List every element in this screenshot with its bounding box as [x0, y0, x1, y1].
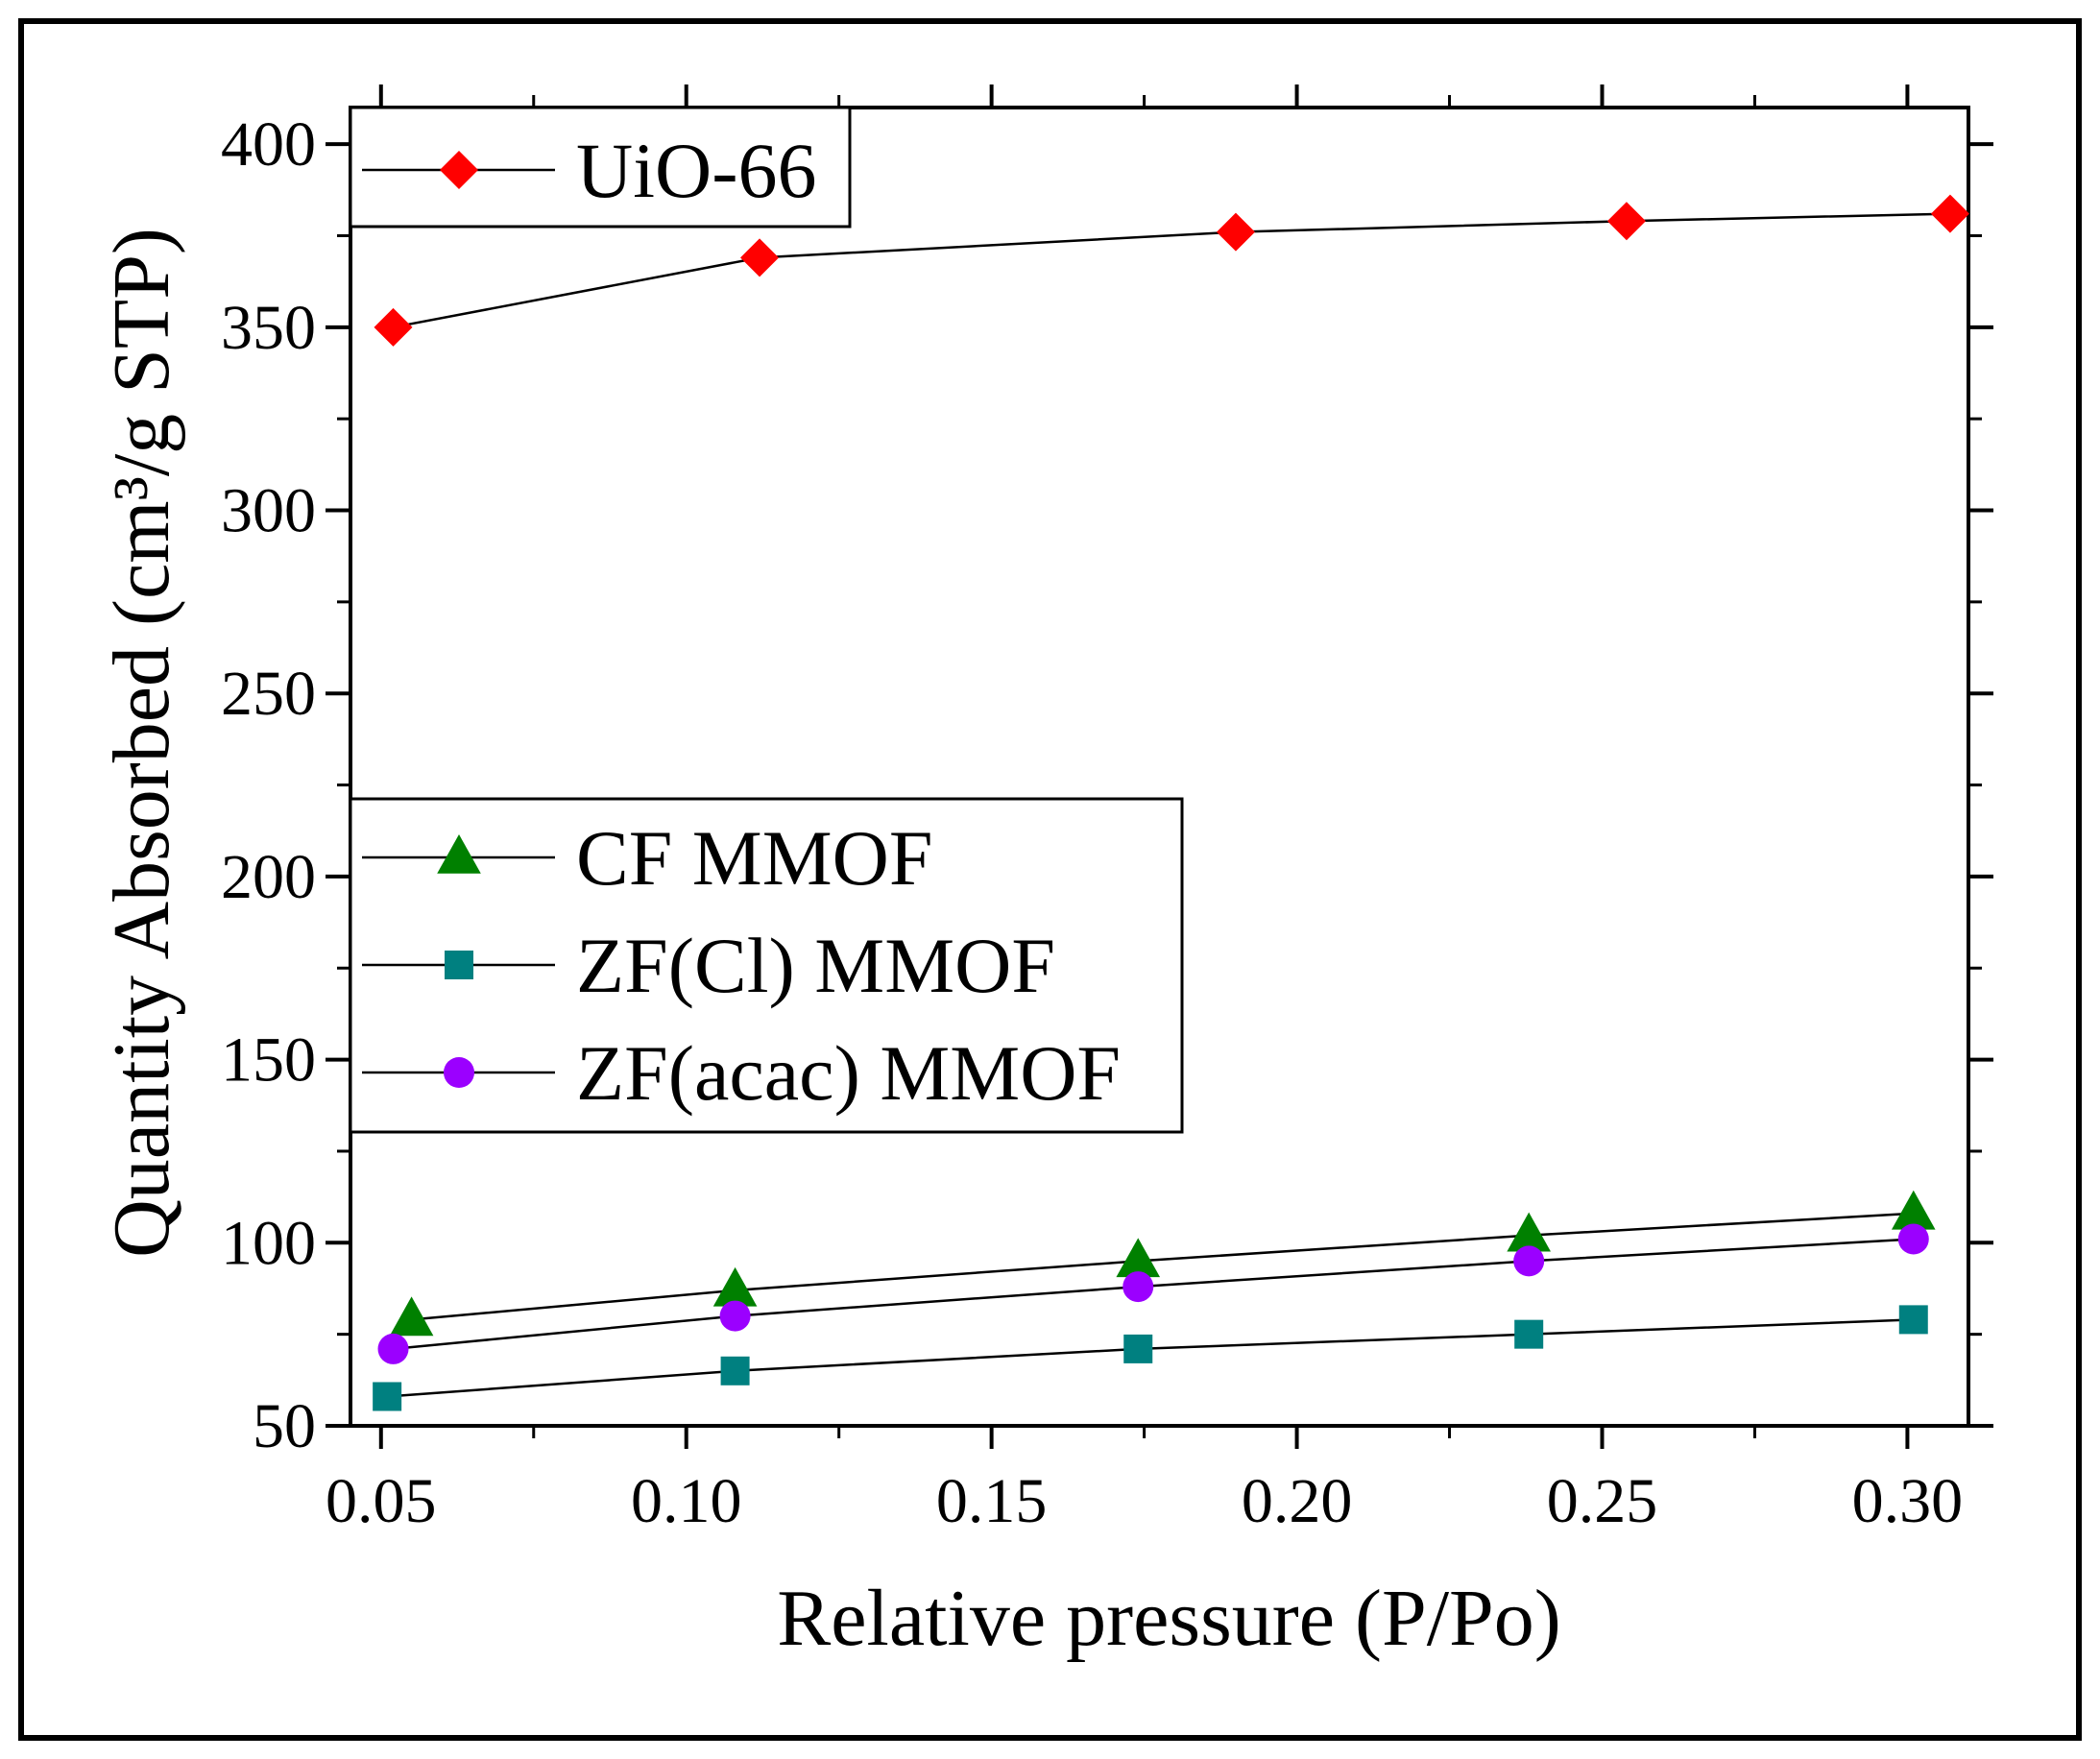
data-point — [1216, 212, 1255, 252]
data-point — [1898, 1305, 1928, 1335]
legend-marker — [445, 951, 473, 979]
data-point — [1116, 1238, 1161, 1278]
legend-label: ZF(Cl) MMOF — [576, 922, 1055, 1009]
legend-label: UiO-66 — [576, 127, 817, 214]
y-tick-label: 50 — [253, 1391, 316, 1461]
y-tick-label: 300 — [221, 476, 316, 546]
data-point — [1507, 1212, 1551, 1252]
x-tick-label: 0.15 — [936, 1466, 1048, 1536]
data-point — [719, 1300, 751, 1332]
y-tick-label: 200 — [221, 842, 316, 912]
data-point — [1514, 1319, 1544, 1349]
data-point — [389, 1296, 434, 1337]
y-tick-label: 250 — [221, 659, 316, 729]
legend-label: ZF(acac) MMOF — [576, 1029, 1121, 1117]
data-point — [1897, 1223, 1929, 1255]
data-point — [1606, 202, 1646, 241]
x-tick-label: 0.20 — [1242, 1466, 1353, 1536]
x-axis-title: Relative pressure (P/Po) — [777, 1574, 1561, 1663]
x-tick-label: 0.30 — [1852, 1466, 1964, 1536]
plot-frame — [349, 106, 1970, 1428]
legend-label: CF MMOF — [576, 814, 932, 902]
data-point — [1123, 1334, 1153, 1363]
legend-marker — [437, 834, 481, 874]
x-tick-label: 0.10 — [631, 1466, 742, 1536]
data-point — [1122, 1271, 1154, 1303]
y-tick-label: 150 — [221, 1025, 316, 1096]
legend-marker — [444, 1057, 474, 1088]
legend-box — [349, 106, 852, 229]
y-tick-label: 400 — [221, 109, 316, 180]
y-tick-label: 350 — [221, 293, 316, 363]
data-point — [712, 1266, 758, 1307]
data-point — [377, 1333, 409, 1364]
data-point — [740, 238, 780, 277]
legend-marker — [440, 151, 478, 189]
y-tick-label: 100 — [221, 1208, 316, 1278]
x-tick-label: 0.05 — [326, 1466, 437, 1536]
data-point — [374, 307, 413, 347]
data-point — [1930, 194, 1969, 233]
data-point — [720, 1356, 750, 1386]
data-point — [1891, 1190, 1936, 1230]
y-axis-title: Quantity Absorbed (cm³/g STP) — [97, 228, 186, 1258]
data-point — [1513, 1245, 1545, 1277]
x-tick-label: 0.25 — [1547, 1466, 1658, 1536]
data-point — [373, 1382, 402, 1411]
